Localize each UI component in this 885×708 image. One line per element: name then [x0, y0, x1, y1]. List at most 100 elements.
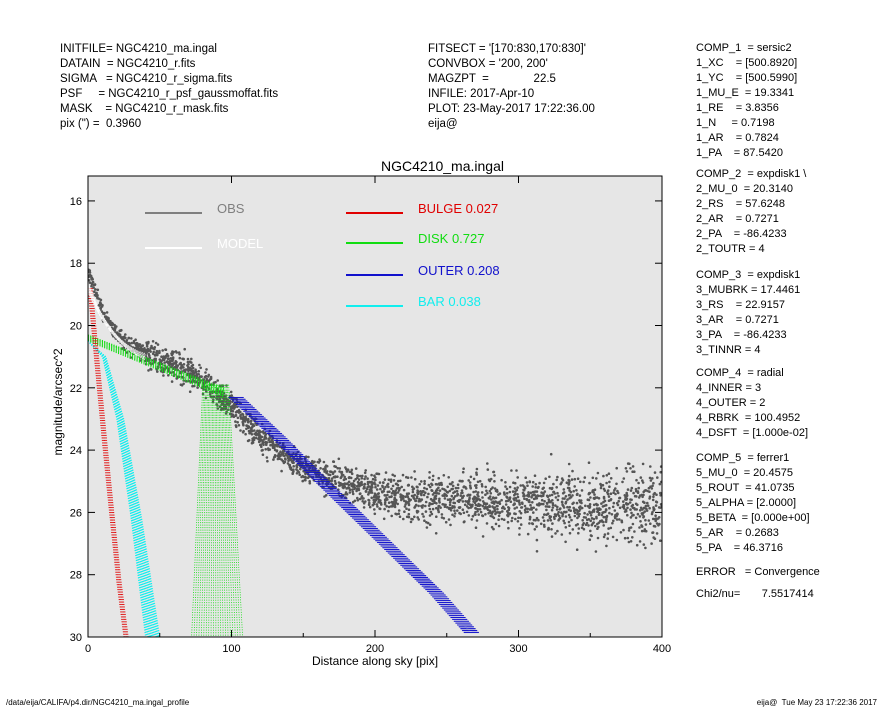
y-tick-label: 26 [70, 507, 82, 519]
obs-point [532, 506, 535, 510]
obs-point [254, 436, 258, 440]
obs-point [279, 450, 282, 454]
obs-point [623, 536, 627, 540]
obs-point [354, 467, 358, 470]
obs-point [622, 500, 625, 503]
obs-point [580, 526, 584, 529]
obs-point [523, 504, 527, 508]
obs-point [407, 508, 411, 512]
obs-point [535, 550, 539, 553]
obs-point [494, 512, 497, 516]
obs-point [608, 511, 611, 515]
obs-point [486, 491, 489, 495]
obs-point [629, 508, 632, 511]
obs-point [573, 477, 577, 481]
disk-tail-line [218, 384, 224, 637]
obs-point [615, 518, 619, 521]
obs-point [467, 479, 471, 482]
obs-point [647, 519, 651, 522]
obs-point [630, 511, 633, 515]
obs-point [628, 501, 632, 504]
obs-point [604, 508, 608, 511]
obs-point [336, 466, 340, 470]
obs-point [568, 516, 572, 519]
obs-point [393, 498, 396, 501]
obs-point [637, 486, 640, 490]
obs-point [612, 491, 615, 495]
obs-point [605, 514, 609, 518]
obs-point [587, 491, 591, 495]
obs-point [289, 466, 293, 470]
obs-point [417, 490, 420, 494]
obs-point [414, 499, 417, 503]
obs-point [431, 507, 435, 511]
obs-point [429, 510, 433, 514]
footer-timestamp: eija@ Tue May 23 17:22:36 2017 [756, 698, 877, 707]
obs-point [469, 475, 473, 479]
obs-point [242, 423, 245, 427]
obs-point [605, 481, 608, 485]
obs-point [301, 479, 305, 483]
obs-point [493, 510, 497, 513]
obs-point [580, 489, 584, 492]
obs-point [627, 540, 631, 544]
obs-point [474, 513, 477, 516]
obs-point [290, 458, 293, 461]
obs-point [367, 485, 371, 488]
obs-point [586, 513, 589, 516]
obs-point [404, 495, 407, 499]
obs-point [154, 341, 158, 345]
obs-point [531, 494, 534, 497]
obs-point [513, 492, 517, 496]
obs-point [228, 402, 231, 405]
disk-band-line [88, 338, 225, 395]
obs-point [199, 366, 202, 370]
obs-point [95, 291, 98, 295]
obs-point [365, 487, 369, 491]
obs-point [412, 487, 416, 490]
obs-point [393, 504, 397, 507]
legend-label: OUTER 0.208 [418, 263, 500, 278]
obs-point [578, 499, 581, 502]
obs-point [631, 506, 635, 510]
obs-point [451, 513, 454, 517]
model-curve [88, 284, 146, 356]
obs-point [642, 543, 646, 546]
obs-point [88, 275, 91, 278]
obs-point [485, 522, 489, 525]
obs-point [491, 505, 494, 508]
obs-point [495, 488, 499, 492]
obs-point [215, 403, 218, 406]
obs-point [554, 496, 558, 499]
legend: OBS MODEL BULGE 0.027 DISK 0.727 OUTER 0.208… [145, 201, 500, 309]
obs-point [107, 317, 110, 320]
obs-point [592, 489, 595, 492]
obs-point [493, 487, 497, 490]
component-line: 3_MUBRK = 17.4461 [696, 284, 801, 296]
obs-point [411, 485, 414, 489]
obs-point [599, 482, 602, 486]
obs-point [575, 548, 579, 551]
obs-point [547, 500, 551, 504]
obs-point [462, 467, 465, 471]
obs-point [358, 474, 362, 478]
obs-point [422, 493, 426, 497]
obs-point [396, 491, 400, 494]
obs-point [212, 381, 216, 385]
obs-point [648, 490, 651, 494]
obs-point [535, 525, 538, 528]
obs-point [349, 482, 353, 486]
obs-point [498, 502, 502, 506]
obs-point [571, 469, 574, 473]
obs-point [390, 514, 394, 518]
obs-point [149, 368, 153, 371]
obs-point [578, 508, 582, 511]
obs-point [498, 500, 501, 504]
obs-point [532, 490, 535, 494]
obs-point [318, 458, 321, 461]
obs-point [607, 495, 611, 498]
obs-point [437, 492, 441, 495]
obs-point [333, 465, 336, 468]
obs-point [518, 510, 521, 513]
obs-point [526, 484, 529, 488]
